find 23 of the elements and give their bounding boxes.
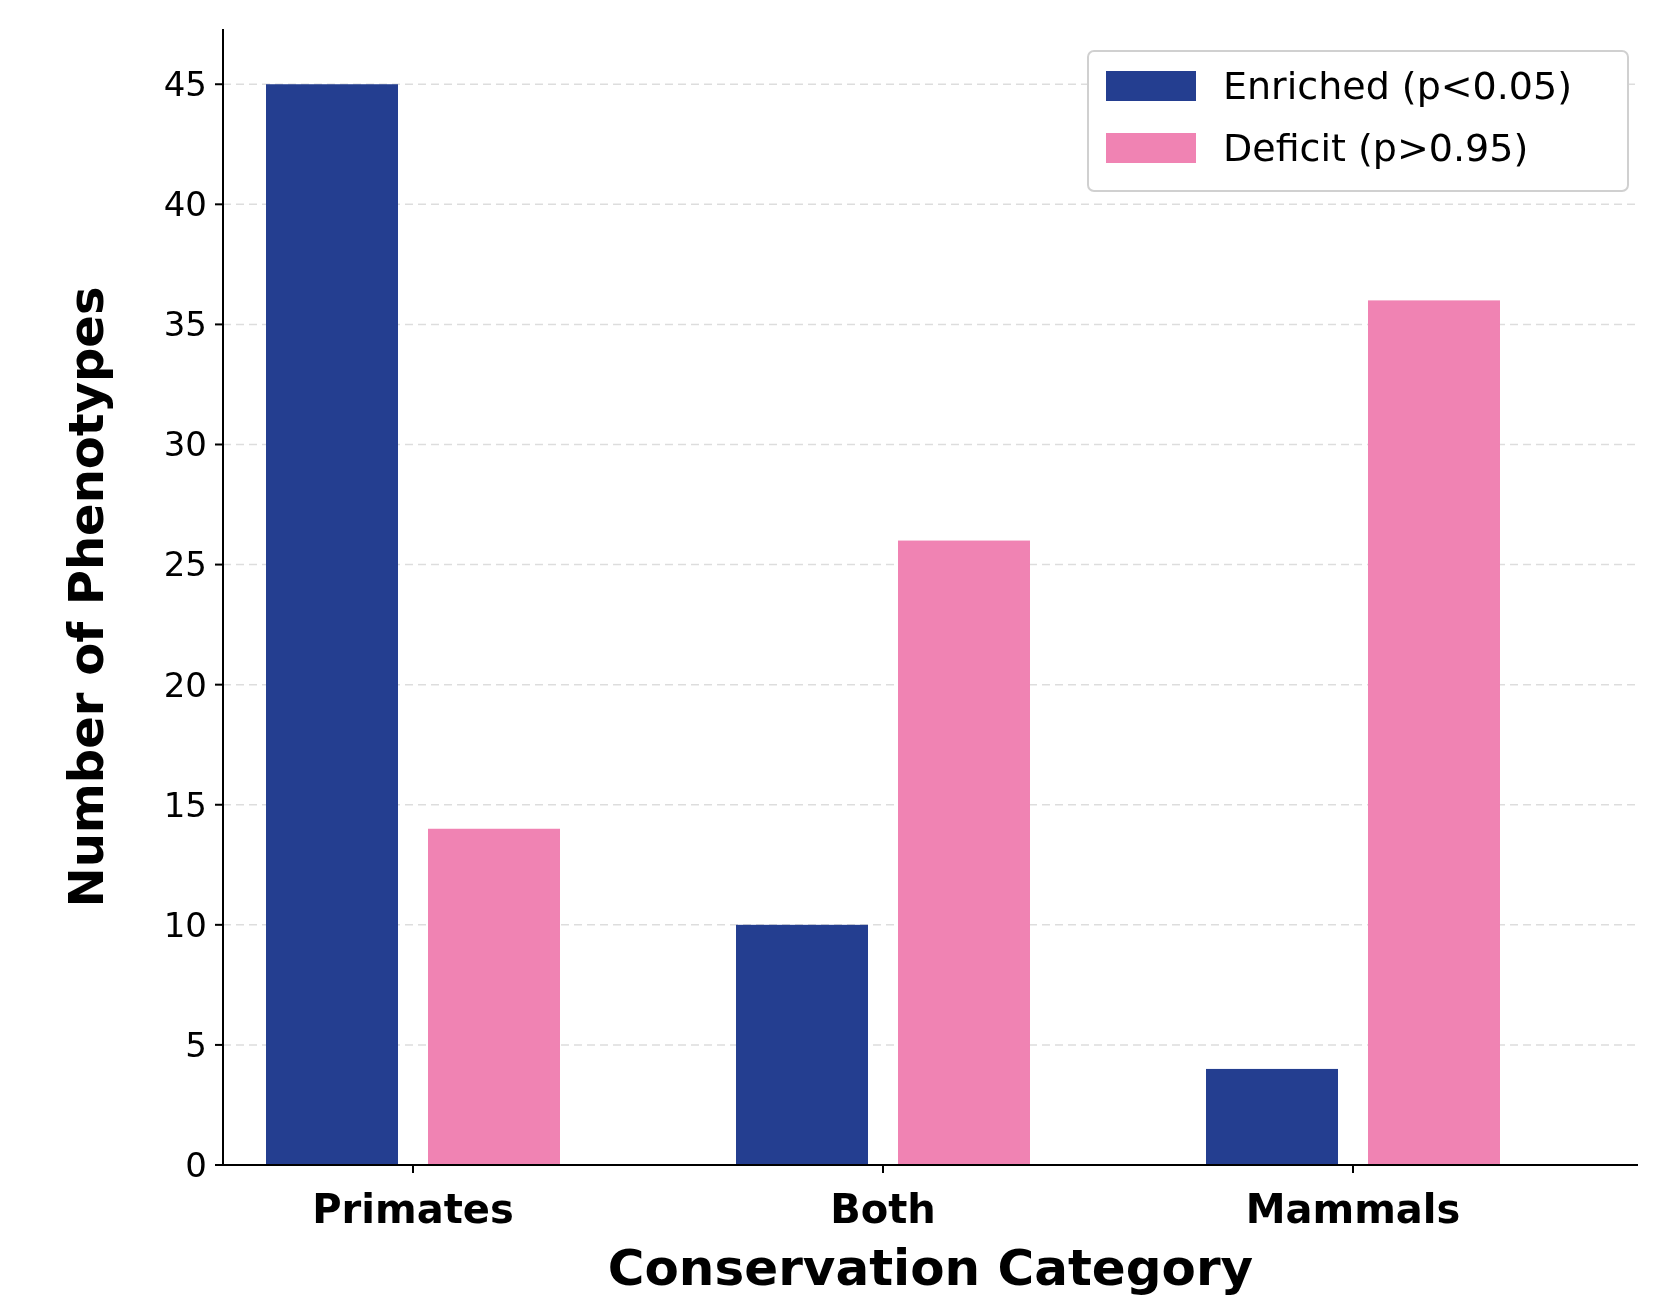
x-tick-label: Primates <box>312 1186 514 1232</box>
y-tick-label: 10 <box>163 904 207 945</box>
legend-label: Deficit (p>0.95) <box>1223 126 1529 171</box>
bar <box>266 84 398 1165</box>
x-axis-title: Conservation Category <box>607 1239 1254 1297</box>
y-axis-title: Number of Phenotypes <box>58 286 114 908</box>
x-tick-label: Both <box>830 1186 936 1232</box>
y-tick-label: 30 <box>163 424 207 465</box>
y-tick-label: 0 <box>185 1144 207 1185</box>
x-tick-label: Mammals <box>1245 1186 1461 1232</box>
bar <box>1206 1068 1338 1165</box>
bar <box>1368 300 1500 1165</box>
legend-label: Enriched (p<0.05) <box>1223 64 1573 109</box>
y-tick-label: 20 <box>163 664 207 705</box>
y-tick-label: 5 <box>185 1024 207 1065</box>
y-tick-label: 35 <box>163 304 207 345</box>
bar <box>898 540 1030 1165</box>
y-tick-label: 25 <box>163 544 207 585</box>
bar <box>736 924 868 1165</box>
y-tick-label: 40 <box>163 184 207 225</box>
y-tick-label: 15 <box>163 784 207 825</box>
bar <box>428 828 560 1165</box>
y-tick-label: 45 <box>163 64 207 105</box>
